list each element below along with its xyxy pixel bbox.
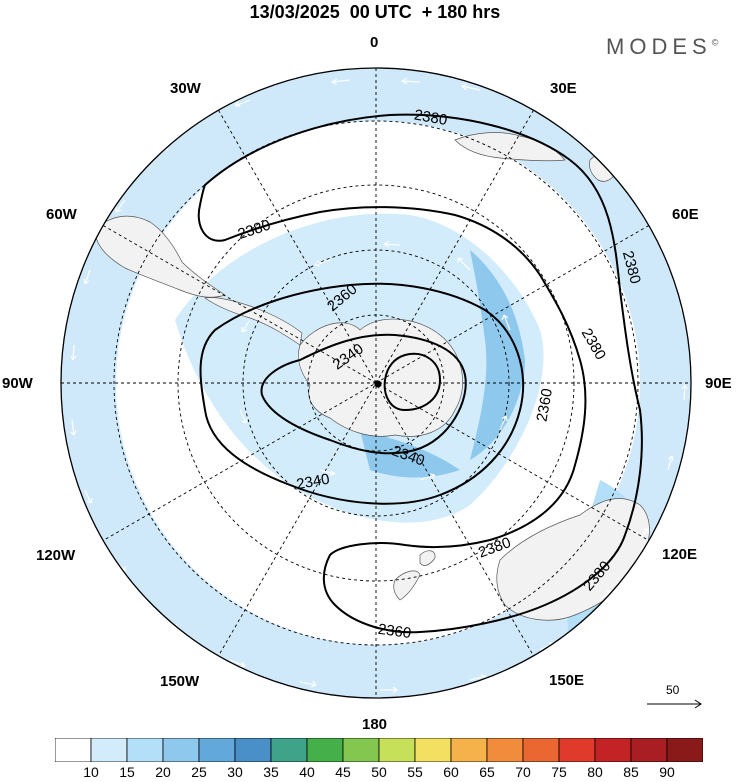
contour-label: 2380: [413, 106, 449, 129]
colorbar-tick-label: 65: [479, 764, 495, 780]
new-zealand-south: [393, 570, 421, 601]
colorbar-tick-label: 85: [623, 764, 639, 780]
modes-logo: MODES©: [606, 34, 718, 60]
lon-label-180: 180: [362, 716, 388, 733]
contour-label: 2340: [295, 471, 331, 494]
colorbar-swatch: [270, 738, 308, 762]
contour-2340-inner: [383, 352, 442, 412]
lon-label-60e: 60E: [672, 206, 699, 223]
lon-label-30w: 30W: [170, 80, 201, 97]
colorbar-swatch: [55, 738, 92, 762]
colorbar-tick-label: 25: [191, 764, 207, 780]
colorbar-tick-label: 35: [263, 764, 279, 780]
colorbar-tick-label: 10: [83, 764, 99, 780]
lon-label-150w: 150W: [160, 673, 200, 690]
colorbar-swatch: [594, 738, 632, 762]
colorbar-swatch: [126, 738, 164, 762]
colorbar-swatch: [414, 738, 452, 762]
new-zealand-north: [419, 550, 436, 566]
colorbar-swatch: [630, 738, 668, 762]
map-boundary: [60, 67, 692, 699]
colorbar-swatch: [666, 738, 703, 762]
colorbar-swatch: [522, 738, 560, 762]
colorbar: [55, 738, 703, 762]
lon-label-150e: 150E: [549, 672, 585, 689]
lon-label-90e: 90E: [705, 375, 732, 392]
africa: [454, 132, 566, 162]
contour-2340: [260, 333, 467, 455]
colorbar-swatch: [486, 738, 524, 762]
height-contours: [197, 113, 643, 634]
colorbar-tick-label: 90: [659, 764, 675, 780]
colorbar-swatch: [198, 738, 236, 762]
colorbar-tick-label: 55: [407, 764, 423, 780]
map-title: 13/03/2025 00 UTC + 180 hrs: [249, 2, 501, 22]
colorbar-swatch: [234, 738, 272, 762]
lon-label-0: 0: [370, 34, 379, 51]
colorbar-tick-label: 75: [551, 764, 567, 780]
colorbar-tick-label: 15: [119, 764, 135, 780]
colorbar-swatch: [450, 738, 488, 762]
colorbar-tick-label: 60: [443, 764, 459, 780]
contour-label: 2360: [377, 621, 412, 642]
colorbar-tick-label: 50: [371, 764, 387, 780]
lon-label-60w: 60W: [46, 206, 77, 223]
colorbar-swatch: [162, 738, 200, 762]
colorbar-tick-label: 20: [155, 764, 171, 780]
antarctic-peninsula: [204, 297, 303, 346]
colorbar-tick-label: 80: [587, 764, 603, 780]
colorbar-tick-label: 40: [299, 764, 315, 780]
colorbar-tick-label: 70: [515, 764, 531, 780]
wind-shading-core: [470, 250, 525, 460]
contour-label: 2360: [533, 387, 556, 423]
colorbar-swatch: [306, 738, 344, 762]
lon-label-30e: 30E: [550, 80, 577, 97]
colorbar-tick-label: 45: [335, 764, 351, 780]
lon-label-120e: 120E: [662, 546, 698, 563]
contour-2360: [199, 282, 525, 505]
colorbar-swatch: [378, 738, 416, 762]
colorbar-swatch: [342, 738, 380, 762]
lon-label-120w: 120W: [36, 547, 76, 564]
reference-vector-label: 50: [666, 683, 680, 697]
pole-marker: [374, 380, 382, 388]
lon-label-90w: 90W: [2, 375, 33, 392]
wind-shading-core-2: [360, 430, 460, 478]
colorbar-tick-label: 30: [227, 764, 243, 780]
contour-2380-outer: [197, 113, 643, 634]
colorbar-swatch: [558, 738, 596, 762]
logo-text: MODES: [606, 34, 712, 59]
logo-mark: ©: [711, 37, 719, 48]
reference-vector-arrow: [647, 699, 702, 709]
colorbar-swatch: [90, 738, 128, 762]
